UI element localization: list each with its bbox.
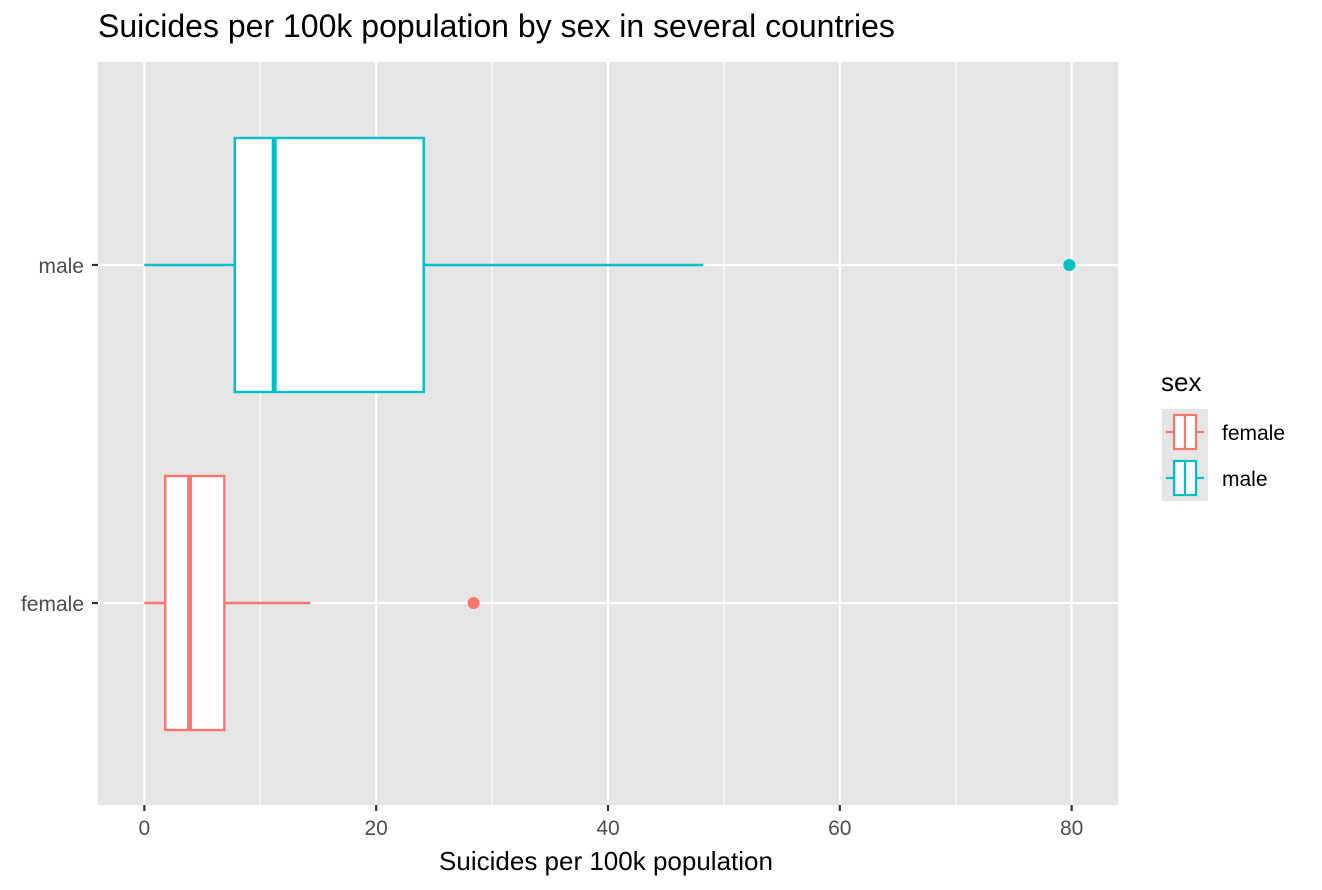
outlier-point-female [467, 597, 480, 609]
legend-label-female: female [1222, 422, 1285, 445]
x-tick-label: 40 [596, 817, 619, 840]
x-axis: 0 20 40 60 80 [139, 805, 1083, 840]
box-female [164, 474, 226, 732]
x-axis-title: Suicides per 100k population [439, 846, 773, 876]
legend-key-female [1162, 409, 1208, 455]
y-tick-label: male [38, 255, 84, 278]
y-tick-label: female [21, 593, 84, 616]
chart-title: Suicides per 100k population by sex in s… [98, 8, 895, 44]
box-male [233, 136, 425, 394]
boxplot-female [144, 474, 480, 732]
legend: sex female male [1161, 367, 1285, 501]
x-tick-label: 60 [828, 817, 851, 840]
boxplot-male [144, 136, 1076, 394]
outlier-point-male [1063, 259, 1076, 271]
y-axis: female male [21, 255, 98, 616]
x-tick-label: 0 [139, 817, 151, 840]
legend-label-male: male [1222, 468, 1268, 491]
legend-title: sex [1161, 367, 1201, 397]
legend-key-male [1162, 455, 1208, 501]
x-tick-label: 80 [1060, 817, 1083, 840]
x-tick-label: 20 [365, 817, 388, 840]
